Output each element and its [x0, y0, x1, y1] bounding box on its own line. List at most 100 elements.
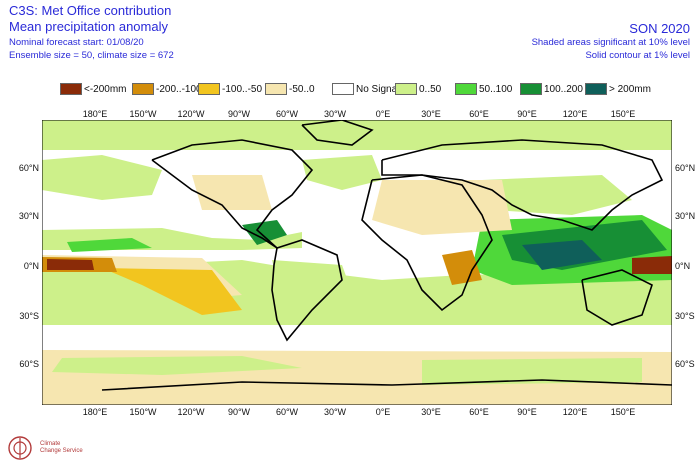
logo-line-1: Climate — [40, 441, 61, 447]
legend-item: 50..100 — [455, 83, 512, 95]
legend-label: 0..50 — [419, 83, 442, 95]
lat-tick-label: 60°S — [19, 359, 39, 369]
lat-tick-label: 60°N — [675, 163, 695, 173]
legend-label: -200..-100 — [156, 83, 202, 95]
legend-label: -100..-50 — [222, 83, 263, 95]
legend-label: 100..200 — [544, 83, 583, 95]
legend-item: 0..50 — [395, 83, 441, 95]
north-america-dry — [192, 175, 272, 210]
lon-tick-label: 120°E — [563, 109, 588, 119]
africa-coast — [361, 174, 493, 312]
legend-item: -50..0 — [265, 83, 315, 95]
legend-label: No Signal — [356, 83, 400, 95]
lat-tick-label: 30°N — [675, 211, 695, 221]
legend-item: -100..-50 — [198, 83, 262, 95]
legend-label: > 200mm — [609, 83, 651, 95]
lon-tick-label: 30°W — [324, 407, 347, 417]
map-subtitle: Mean precipitation anomaly — [9, 19, 168, 34]
central-america-wet — [242, 220, 287, 245]
south-pacific-wet — [52, 356, 302, 375]
equatorial-band-wet — [67, 238, 152, 252]
arctic-wet-band — [42, 120, 672, 150]
color-legend: <-200mm -200..-100 -100..-50 -50..0 No Signa… — [60, 83, 680, 99]
lon-tick-label: 120°W — [177, 407, 205, 417]
lat-tick-label: 60°S — [675, 359, 695, 369]
lon-tick-label: 0°E — [376, 407, 391, 417]
lat-tick-label: 30°S — [675, 311, 695, 321]
asia-wet — [482, 175, 632, 215]
legend-item: No Signal — [332, 83, 399, 95]
significance-note: Shaded areas significant at 10% level — [531, 37, 690, 48]
dateline-west-dry — [632, 256, 672, 274]
legend-item: <-200mm — [60, 83, 127, 95]
north-america-coast — [151, 139, 314, 249]
lon-tick-label: 90°W — [228, 407, 251, 417]
lon-tick-label: 0°E — [376, 109, 391, 119]
lon-tick-label: 30°E — [421, 407, 441, 417]
legend-item: -200..-100 — [132, 83, 202, 95]
lon-tick-label: 90°W — [228, 109, 251, 119]
nino-core-dry — [47, 259, 94, 270]
south-indian-wet — [422, 358, 642, 385]
lon-tick-label: 90°E — [517, 109, 537, 119]
legend-item: > 200mm — [585, 83, 651, 95]
antarctica-coast — [101, 379, 672, 391]
legend-swatch — [585, 83, 607, 95]
copernicus-logo — [8, 436, 32, 460]
lat-tick-label: 0°N — [675, 261, 690, 271]
lon-tick-label: 60°W — [276, 109, 299, 119]
legend-swatch — [520, 83, 542, 95]
lon-tick-label: 180°E — [83, 407, 108, 417]
legend-label: <-200mm — [84, 83, 127, 95]
legend-item: 100..200 — [520, 83, 583, 95]
legend-swatch — [395, 83, 417, 95]
lon-tick-label: 30°W — [324, 109, 347, 119]
greenland-coast — [301, 120, 374, 146]
product-title: C3S: Met Office contribution — [9, 3, 172, 18]
lat-tick-label: 30°N — [19, 211, 39, 221]
east-africa-dry — [442, 250, 482, 285]
lon-tick-label: 150°E — [611, 109, 636, 119]
legend-swatch — [265, 83, 287, 95]
north-atlantic-wet — [302, 155, 382, 190]
north-pacific-wet — [42, 155, 162, 200]
lon-tick-label: 30°E — [421, 109, 441, 119]
lat-tick-label: 60°N — [19, 163, 39, 173]
sahara-dry — [372, 180, 512, 235]
contour-note: Solid contour at 1% level — [585, 50, 690, 61]
logo-ring — [8, 436, 32, 460]
lon-tick-label: 120°W — [177, 109, 205, 119]
lat-tick-label: 0°N — [24, 261, 39, 271]
south-america-coast — [271, 239, 343, 342]
coastlines — [101, 120, 672, 391]
legend-label: 50..100 — [479, 83, 513, 95]
logo-text: Climate Change Service — [40, 441, 83, 455]
legend-swatch — [60, 83, 82, 95]
east-indian-ocean-strong — [522, 240, 602, 270]
legend-swatch — [132, 83, 154, 95]
lon-tick-label: 180°E — [83, 109, 108, 119]
legend-swatch — [332, 83, 354, 95]
lon-tick-label: 150°W — [129, 407, 157, 417]
ensemble-size: Ensemble size = 50, climate size = 672 — [9, 50, 174, 61]
legend-swatch — [198, 83, 220, 95]
south-america-wet — [272, 260, 362, 325]
anomaly-shading — [42, 120, 672, 405]
logo-line-2: Change Service — [40, 448, 83, 454]
australia-coast — [581, 269, 653, 326]
eurasia-coast — [381, 139, 664, 231]
lon-tick-label: 60°E — [469, 407, 489, 417]
lon-tick-label: 150°E — [611, 407, 636, 417]
legend-label: -50..0 — [289, 83, 315, 95]
lon-tick-label: 60°E — [469, 109, 489, 119]
lon-tick-label: 150°W — [129, 109, 157, 119]
lon-tick-label: 90°E — [517, 407, 537, 417]
forecast-start: Nominal forecast start: 01/08/20 — [9, 37, 144, 48]
east-pacific-moderate-dry — [102, 268, 242, 315]
lon-tick-label: 120°E — [563, 407, 588, 417]
lat-tick-label: 30°S — [19, 311, 39, 321]
legend-swatch — [455, 83, 477, 95]
precipitation-map — [42, 120, 672, 405]
season-label: SON 2020 — [629, 21, 690, 36]
lon-tick-label: 60°W — [276, 407, 299, 417]
